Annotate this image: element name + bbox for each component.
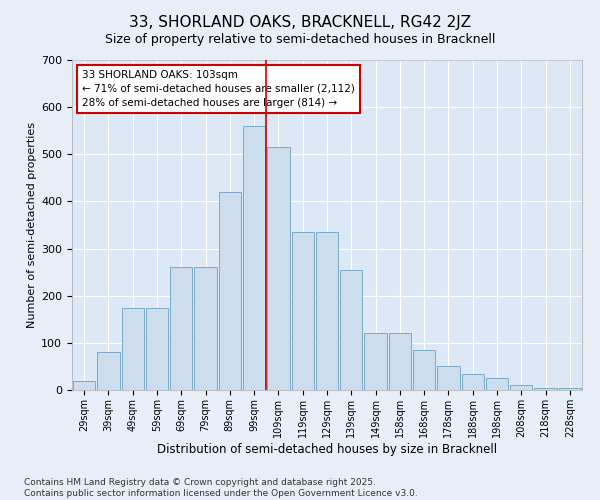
Bar <box>122 308 144 390</box>
Bar <box>146 308 168 390</box>
Bar <box>413 350 436 390</box>
Bar <box>194 268 217 390</box>
Bar <box>535 388 557 390</box>
Bar <box>340 270 362 390</box>
Bar <box>73 380 95 390</box>
Text: 33 SHORLAND OAKS: 103sqm
← 71% of semi-detached houses are smaller (2,112)
28% o: 33 SHORLAND OAKS: 103sqm ← 71% of semi-d… <box>82 70 355 108</box>
Bar <box>437 366 460 390</box>
Bar <box>389 334 411 390</box>
Text: 33, SHORLAND OAKS, BRACKNELL, RG42 2JZ: 33, SHORLAND OAKS, BRACKNELL, RG42 2JZ <box>129 15 471 30</box>
X-axis label: Distribution of semi-detached houses by size in Bracknell: Distribution of semi-detached houses by … <box>157 442 497 456</box>
Y-axis label: Number of semi-detached properties: Number of semi-detached properties <box>27 122 37 328</box>
Bar <box>292 232 314 390</box>
Bar <box>243 126 265 390</box>
Bar <box>559 388 581 390</box>
Bar <box>218 192 241 390</box>
Bar <box>97 352 119 390</box>
Bar <box>364 334 387 390</box>
Bar <box>486 378 508 390</box>
Text: Size of property relative to semi-detached houses in Bracknell: Size of property relative to semi-detach… <box>105 32 495 46</box>
Bar <box>461 374 484 390</box>
Bar <box>316 232 338 390</box>
Text: Contains HM Land Registry data © Crown copyright and database right 2025.
Contai: Contains HM Land Registry data © Crown c… <box>24 478 418 498</box>
Bar <box>170 268 193 390</box>
Bar <box>267 147 290 390</box>
Bar <box>510 386 532 390</box>
